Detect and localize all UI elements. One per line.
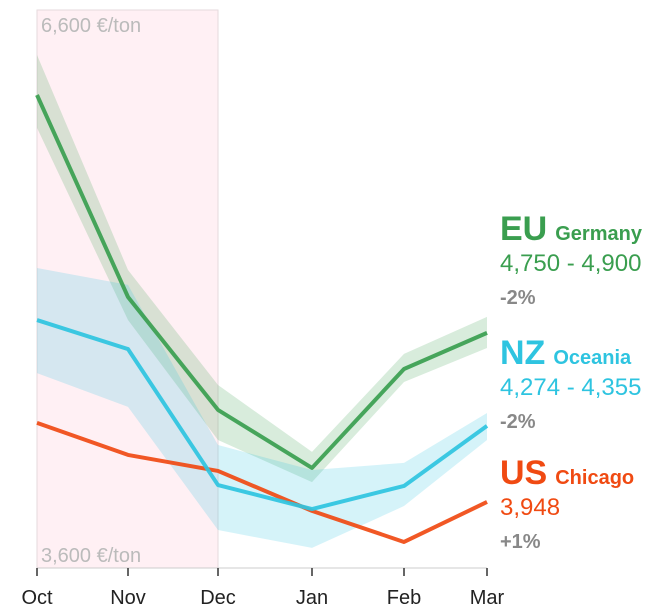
x-tick-label: Jan — [296, 587, 328, 606]
series-label: NZ Oceania — [500, 334, 632, 372]
series-region: Germany — [555, 223, 643, 245]
y-tick-label: 6,600 €/ton — [41, 15, 141, 37]
series-line — [36, 318, 489, 512]
series-name: EU — [500, 210, 547, 248]
x-tick-label: Oct — [21, 587, 53, 606]
series-line — [35, 94, 488, 470]
series-change: -2% — [500, 411, 536, 433]
x-tick-label: Feb — [387, 587, 421, 606]
series-region: Oceania — [553, 347, 632, 369]
x-tick-label: Nov — [110, 587, 146, 606]
series-change: -2% — [500, 287, 536, 309]
range-band — [37, 267, 487, 548]
y-tick-label: 3,600 €/ton — [41, 545, 141, 567]
series-label: US Chicago — [500, 454, 634, 492]
series-change: +1% — [500, 531, 541, 553]
series-line — [36, 421, 488, 544]
series-region: Chicago — [555, 467, 634, 489]
series-range: 4,750 - 4,900 — [500, 250, 641, 277]
x-tick-label: Mar — [470, 587, 505, 606]
series-name: US — [500, 454, 547, 492]
x-tick-label: Dec — [200, 587, 236, 606]
shaded-region — [36, 9, 219, 569]
series-name: NZ — [500, 334, 545, 372]
series-range: 3,948 — [500, 494, 560, 521]
series-label: EU Germany — [500, 210, 643, 248]
range-band — [37, 55, 487, 483]
series-range: 4,274 - 4,355 — [500, 374, 641, 401]
